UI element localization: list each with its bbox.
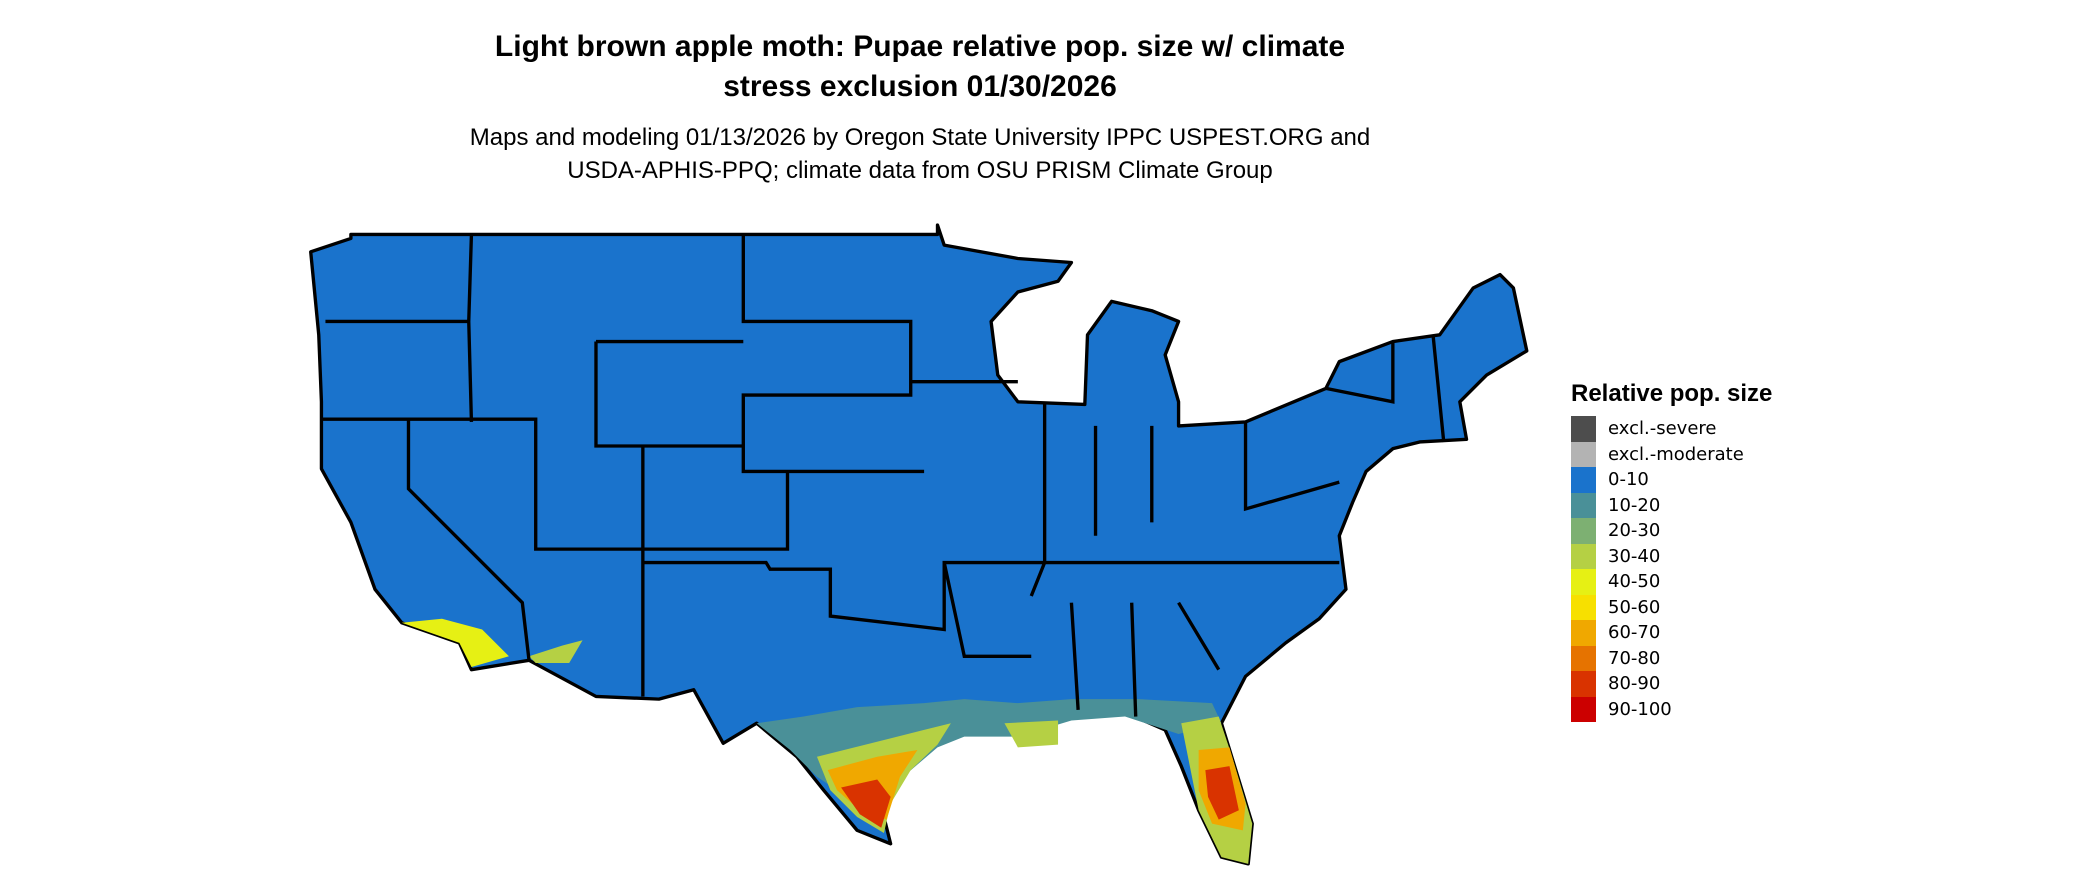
- legend-label: 40-50: [1608, 571, 1661, 593]
- legend-label: 80-90: [1608, 673, 1661, 695]
- map-subtitle-line-1: Maps and modeling 01/13/2026 by Oregon S…: [469, 124, 1371, 151]
- legend-item: excl.-moderate: [1571, 441, 1772, 467]
- texas-80-90: [841, 779, 891, 828]
- legend-item: 80-90: [1571, 671, 1772, 697]
- legend-item: 20-30: [1571, 518, 1772, 544]
- legend-item: excl.-severe: [1571, 416, 1772, 442]
- state-borders: [321, 234, 1446, 717]
- legend-swatch: [1571, 645, 1596, 671]
- legend-label: 50-60: [1608, 596, 1661, 618]
- legend-label: 20-30: [1608, 520, 1661, 542]
- legend-item: 30-40: [1571, 543, 1772, 569]
- legend-label: 90-100: [1608, 698, 1672, 720]
- legend-swatch: [1571, 543, 1596, 569]
- suitability-overlay: [401, 618, 1253, 864]
- legend-item: 70-80: [1571, 645, 1772, 671]
- map-title-line-1: Light brown apple moth: Pupae relative p…: [494, 30, 1346, 63]
- legend-item: 10-20: [1571, 492, 1772, 518]
- legend-label: 10-20: [1608, 494, 1661, 516]
- legend-swatch: [1571, 620, 1596, 646]
- map-title-line-2: stress exclusion 01/30/2026: [723, 70, 1117, 103]
- california-south-40-60: [401, 618, 509, 667]
- legend-label: excl.-severe: [1608, 418, 1717, 440]
- legend-swatch: [1571, 671, 1596, 697]
- legend-title: Relative pop. size: [1571, 380, 1773, 407]
- legend-item: 60-70: [1571, 620, 1772, 646]
- legend-swatch: [1571, 594, 1596, 620]
- legend-label: 0-10: [1608, 469, 1649, 491]
- legend-item: 40-50: [1571, 569, 1772, 595]
- legend-swatch: [1571, 518, 1596, 544]
- legend-swatch: [1571, 696, 1596, 722]
- louisiana-30-40: [1004, 720, 1059, 748]
- arizona-south-30-40: [529, 640, 583, 663]
- legend-label: 70-80: [1608, 647, 1661, 669]
- legend-label: excl.-moderate: [1608, 443, 1744, 465]
- legend-swatch: [1571, 569, 1596, 595]
- legend-swatch: [1571, 441, 1596, 467]
- legend-label: 60-70: [1608, 622, 1661, 644]
- legend-swatch: [1571, 416, 1596, 442]
- us-outline: [309, 223, 1529, 866]
- legend-swatch: [1571, 492, 1596, 518]
- legend-swatch: [1571, 467, 1596, 493]
- legend-label: 30-40: [1608, 545, 1661, 567]
- legend-item: 0-10: [1571, 467, 1772, 493]
- florida-80-90: [1205, 766, 1239, 820]
- legend-item: 90-100: [1571, 696, 1772, 722]
- map-subtitle-line-2: USDA-APHIS-PPQ; climate data from OSU PR…: [567, 157, 1273, 184]
- legend: Relative pop. size excl.-severe excl.-mod…: [1571, 380, 1772, 722]
- legend-item: 50-60: [1571, 594, 1772, 620]
